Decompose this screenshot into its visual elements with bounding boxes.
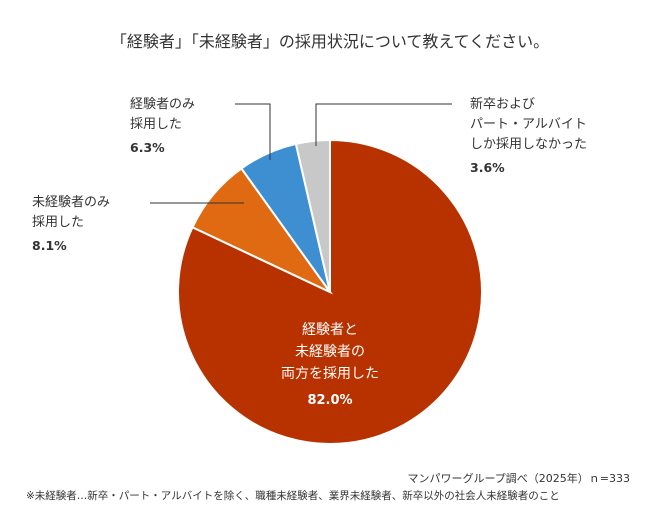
slice-label-0-line-0: 経験者と xyxy=(302,322,358,338)
slice-value-label-3: 3.6% xyxy=(470,160,505,175)
slice-label-0-line-2: 両方を採用した xyxy=(281,366,379,382)
slice-value-label-0: 82.0% xyxy=(307,393,352,408)
slice-value-label-1: 8.1% xyxy=(32,238,67,253)
slice-label-2-line-0: 経験者のみ xyxy=(130,97,195,112)
slice-label-3-line-0: 新卒および xyxy=(470,96,535,112)
chart-title: 「経験者」「未経験者」の採用状況について教えてください。 xyxy=(110,32,550,51)
slice-label-2-line-1: 採用した xyxy=(130,117,182,132)
slice-label-3-line-1: パート・アルバイト xyxy=(470,117,587,132)
slice-value-label-2: 6.3% xyxy=(130,140,165,155)
source-note: マンパワーグループ調べ（2025年）ｎ=333 xyxy=(407,472,630,485)
pie-slice-3 xyxy=(294,138,331,293)
slice-label-0-line-1: 未経験者の xyxy=(295,344,365,360)
slice-label-1-line-1: 採用した xyxy=(32,215,84,230)
footnote: ※未経験者…新卒・パート・アルバイトを除く、職種未経験者、業界未経験者、新卒以外… xyxy=(26,490,560,502)
slice-label-3-line-2: しか採用しなかった xyxy=(470,137,587,152)
slice-label-1-line-0: 未経験者のみ xyxy=(32,195,110,210)
leader-line-2 xyxy=(235,103,271,160)
leader-line-3 xyxy=(315,103,452,146)
